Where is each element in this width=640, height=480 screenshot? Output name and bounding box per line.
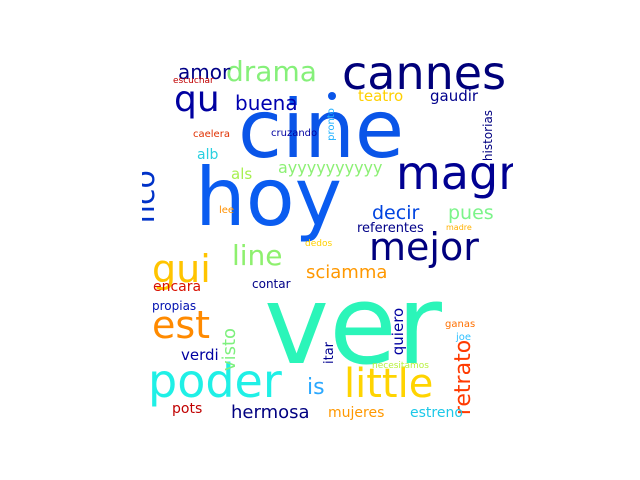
word-ganas: ganas bbox=[445, 319, 476, 330]
word-ayyyyyyyyyy: ayyyyyyyyyy bbox=[278, 158, 383, 177]
word-qu: qu bbox=[174, 79, 220, 120]
word-little: little bbox=[344, 361, 434, 407]
word-necesitamos: necesitamos bbox=[372, 361, 429, 371]
word-gaudir: gaudir bbox=[430, 87, 479, 105]
word-contar: contar bbox=[252, 277, 291, 291]
word-magn: magn bbox=[396, 146, 513, 200]
word-decir: decir bbox=[372, 202, 420, 224]
word-fico: fico bbox=[142, 170, 162, 224]
word-visto: visto bbox=[219, 327, 241, 372]
word-drama: drama bbox=[226, 59, 317, 88]
word-buena: buena bbox=[235, 91, 298, 115]
word-encara: encara bbox=[153, 279, 202, 295]
word-lee: lee bbox=[219, 205, 235, 216]
word-mejor: mejor bbox=[369, 225, 479, 269]
word-retrato: retrato bbox=[451, 339, 477, 416]
word-escuchar: escuchar bbox=[173, 76, 214, 86]
word-joe: joe bbox=[456, 332, 472, 343]
word-propias: propias bbox=[152, 299, 197, 313]
word-cannes: cannes bbox=[342, 59, 507, 100]
word-hermosa: hermosa bbox=[231, 402, 310, 423]
word-amor: amor bbox=[178, 60, 231, 84]
word-itar: itar bbox=[322, 341, 338, 365]
dot-mark bbox=[328, 92, 336, 100]
word-is: is bbox=[307, 375, 325, 400]
word-referentes: referentes bbox=[357, 221, 424, 236]
word-sciamma: sciamma bbox=[306, 262, 388, 283]
word-poder: poder bbox=[148, 354, 282, 408]
word-alb: alb bbox=[197, 147, 219, 163]
word-pues: pues bbox=[448, 202, 494, 224]
word-caelera: caelera bbox=[193, 129, 230, 140]
word-quiero: quiero bbox=[389, 307, 408, 356]
word-ver: ver bbox=[264, 261, 442, 389]
word-pronto: pronto bbox=[325, 108, 337, 141]
word-historias: historias bbox=[481, 109, 496, 162]
word-teatro: teatro bbox=[358, 87, 404, 105]
word-est: est bbox=[152, 303, 211, 347]
word-mujeres: mujeres bbox=[328, 405, 385, 421]
word-dedos: dedos bbox=[305, 239, 333, 249]
word-cloud: ver hoy cine cannes magn poder little mejor est g… bbox=[142, 59, 513, 427]
word-pots: pots bbox=[172, 401, 203, 417]
word-madre: madre bbox=[446, 223, 472, 232]
word-verdi: verdi bbox=[181, 346, 219, 364]
word-als: als bbox=[231, 165, 253, 183]
word-cruzando: cruzando bbox=[271, 128, 318, 139]
word-cine: cine bbox=[238, 83, 405, 176]
word-hoy: hoy bbox=[195, 151, 342, 244]
word-line: line bbox=[232, 239, 283, 272]
word-estreno: estreno bbox=[410, 405, 463, 421]
word-gui: gui bbox=[152, 247, 211, 291]
